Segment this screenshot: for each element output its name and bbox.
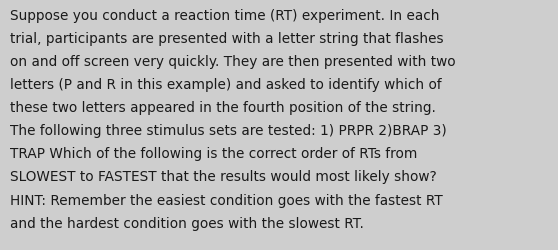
Text: SLOWEST to FASTEST that the results would most likely show?: SLOWEST to FASTEST that the results woul…	[10, 170, 437, 184]
Text: these two letters appeared in the fourth position of the string.: these two letters appeared in the fourth…	[10, 101, 436, 115]
Text: trial, participants are presented with a letter string that flashes: trial, participants are presented with a…	[10, 32, 444, 46]
Text: Suppose you conduct a reaction time (RT) experiment. In each: Suppose you conduct a reaction time (RT)…	[10, 9, 440, 23]
Text: TRAP Which of the following is the correct order of RTs from: TRAP Which of the following is the corre…	[10, 147, 417, 161]
Text: and the hardest condition goes with the slowest RT.: and the hardest condition goes with the …	[10, 216, 364, 230]
Text: letters (P and R in this example) and asked to identify which of: letters (P and R in this example) and as…	[10, 78, 442, 92]
Text: The following three stimulus sets are tested: 1) PRPR 2)BRAP 3): The following three stimulus sets are te…	[10, 124, 447, 138]
Text: HINT: Remember the easiest condition goes with the fastest RT: HINT: Remember the easiest condition goe…	[10, 193, 443, 207]
Text: on and off screen very quickly. They are then presented with two: on and off screen very quickly. They are…	[10, 55, 456, 69]
